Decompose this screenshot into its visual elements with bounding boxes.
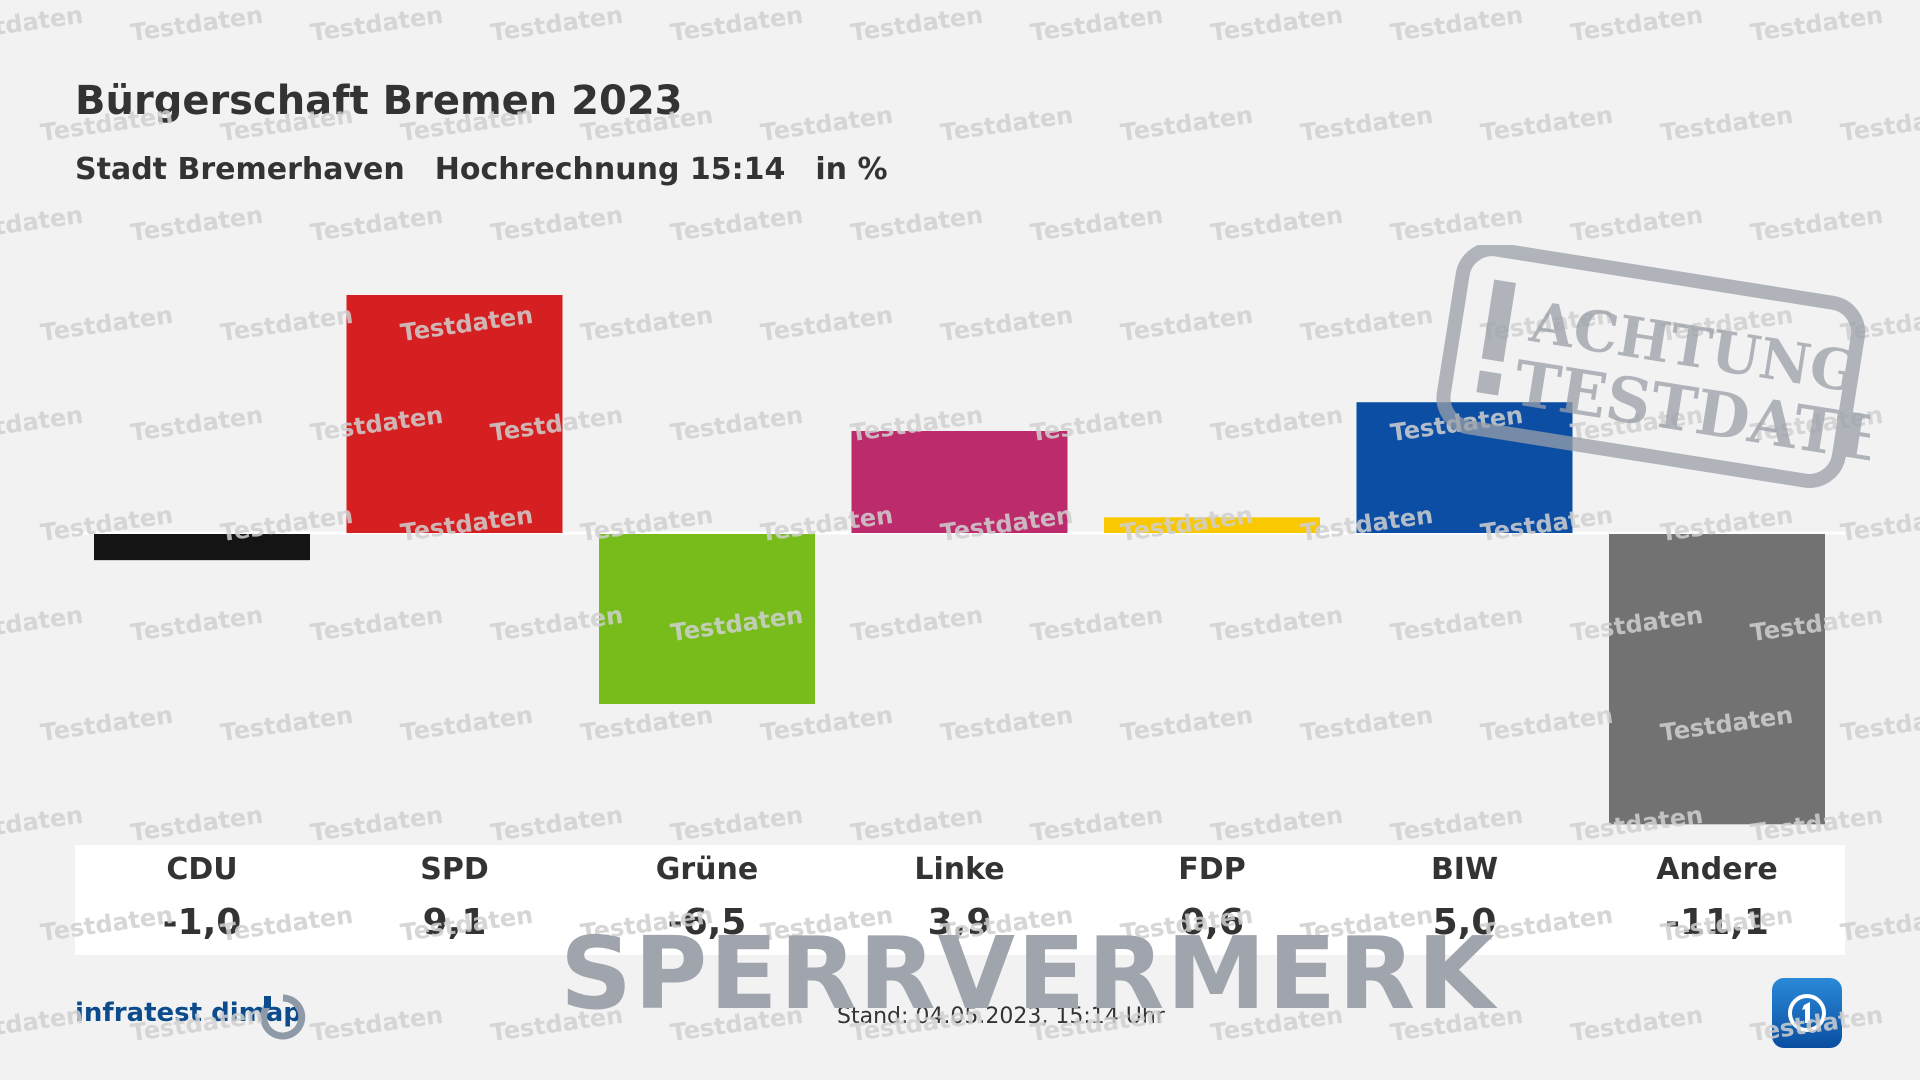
- value-label: -11,1: [1665, 902, 1769, 943]
- category-label: Linke: [914, 852, 1005, 887]
- timestamp-stand: Stand: 04.05.2023, 15:14 Uhr: [837, 1004, 1165, 1029]
- sperrvermerk-overlay: SPERRVERMERK: [560, 915, 1497, 1032]
- bar-spd: [346, 295, 563, 533]
- category-label: BIW: [1430, 852, 1499, 887]
- category-label: FDP: [1178, 852, 1246, 887]
- category-label: SPD: [420, 852, 489, 887]
- value-label: -6,5: [667, 902, 747, 943]
- bar-linke: [851, 431, 1068, 533]
- category-label: CDU: [166, 852, 238, 887]
- subtitle-projection: Hochrechnung 15:14: [434, 152, 786, 187]
- subtitle-unit: in %: [815, 152, 888, 187]
- value-label: -1,0: [162, 902, 242, 943]
- bar-cdu: [94, 534, 310, 561]
- bar-andere: [1609, 534, 1825, 825]
- achtung-testdaten-stamp: ACHTUNG TESTDATEN: [1436, 245, 1870, 488]
- category-label: Andere: [1656, 852, 1778, 887]
- category-label: Grüne: [655, 852, 759, 887]
- subtitle-region: Stadt Bremerhaven: [75, 152, 405, 187]
- bar-grne: [599, 534, 815, 704]
- value-label: 0,6: [1180, 902, 1244, 943]
- value-label: 3,9: [927, 902, 992, 943]
- chart-subtitle: Stadt Bremerhaven Hochrechnung 15:14 in %: [75, 152, 918, 187]
- ard-logo-icon: [1772, 978, 1842, 1048]
- infratest-logo-icon: [260, 994, 306, 1040]
- value-label: 5,0: [1432, 902, 1497, 943]
- results-table-background: [75, 845, 1845, 955]
- chart-title: Bürgerschaft Bremen 2023: [75, 78, 683, 124]
- value-label: 9,1: [422, 902, 487, 943]
- bar-fdp: [1104, 517, 1320, 533]
